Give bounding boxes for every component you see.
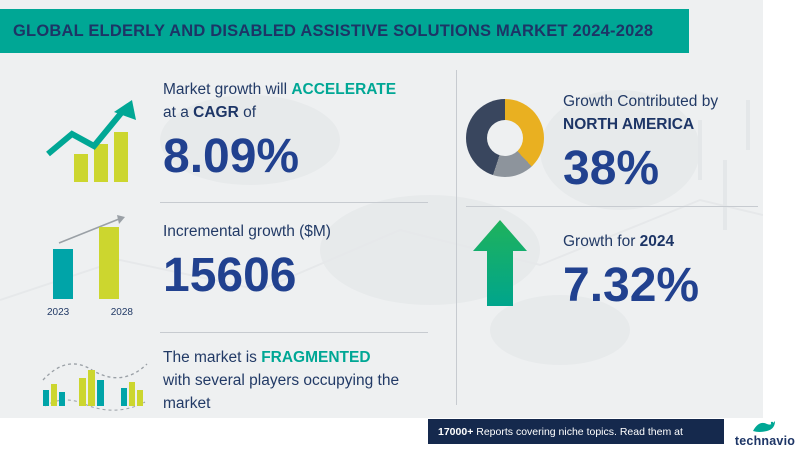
- incremental-block: Incremental growth ($M) 15606: [163, 220, 431, 300]
- contribution-label: Growth Contributed by: [563, 93, 719, 110]
- cagr-text-line2: at a CAGR of: [163, 101, 431, 124]
- footer-text: Reports covering niche topics. Read them…: [473, 425, 683, 438]
- technavio-logo: technavio: [731, 418, 799, 448]
- year-start-label: 2023: [47, 307, 70, 318]
- mid-divider-1: [160, 202, 428, 203]
- fragmented-accent: FRAGMENTED: [261, 349, 371, 366]
- growth-2024-label-pre: Growth for: [563, 233, 640, 250]
- year-labels: 2023 2028: [47, 307, 133, 318]
- growth-arrow-icon: [473, 220, 527, 311]
- contribution-region: NORTH AMERICA: [563, 116, 695, 133]
- accelerate-accent: ACCELERATE: [291, 81, 397, 98]
- growth-trend-icon: [44, 92, 144, 192]
- fragmented-line1: The market is FRAGMENTED: [163, 346, 421, 369]
- incremental-value: 15606: [163, 249, 297, 302]
- incremental-label: Incremental growth ($M): [163, 223, 331, 240]
- incremental-bars-icon: 2023 2028: [47, 213, 139, 318]
- vertical-divider: [456, 70, 457, 405]
- donut-hole: [487, 120, 523, 156]
- fragmented-rest: with several players occupying the marke…: [163, 372, 400, 412]
- footer-report-count: 17000+: [438, 425, 474, 438]
- background-map-pattern: [0, 0, 763, 418]
- page-title: GLOBAL ELDERLY AND DISABLED ASSISTIVE SO…: [13, 21, 654, 40]
- cagr-value: 8.09%: [163, 130, 300, 183]
- cagr-text-line1: Market growth will ACCELERATE: [163, 78, 431, 101]
- donut-chart-icon: [466, 99, 544, 177]
- technavio-fish-icon: [753, 421, 775, 432]
- fragmented-pre: The market is: [163, 349, 262, 366]
- contribution-block: Growth Contributed by NORTH AMERICA 38%: [563, 90, 773, 193]
- cagr-block: Market growth will ACCELERATE at a CAGR …: [163, 78, 431, 181]
- mid-divider-2: [160, 332, 428, 333]
- growth-2024-year: 2024: [639, 233, 675, 250]
- year-end-label: 2028: [110, 307, 133, 318]
- growth-2024-block: Growth for 2024 7.32%: [563, 230, 773, 310]
- cagr-line2-pre: at a: [163, 104, 194, 121]
- cagr-line2-post: of: [238, 104, 257, 121]
- cagr-keyword: CAGR: [193, 104, 239, 121]
- fragmented-players-icon: [37, 350, 152, 419]
- growth-2024-label: Growth for 2024: [563, 230, 773, 253]
- fragmented-block: The market is FRAGMENTED with several pl…: [163, 346, 421, 415]
- header-bar: GLOBAL ELDERLY AND DISABLED ASSISTIVE SO…: [0, 9, 689, 53]
- right-divider: [466, 206, 758, 207]
- footer-bar: 17000+ Reports covering niche topics. Re…: [428, 419, 724, 444]
- contribution-value: 38%: [563, 142, 660, 195]
- brand-name: technavio: [734, 434, 796, 448]
- growth-2024-value: 7.32%: [563, 259, 700, 312]
- cagr-text-pre: Market growth will: [163, 81, 292, 98]
